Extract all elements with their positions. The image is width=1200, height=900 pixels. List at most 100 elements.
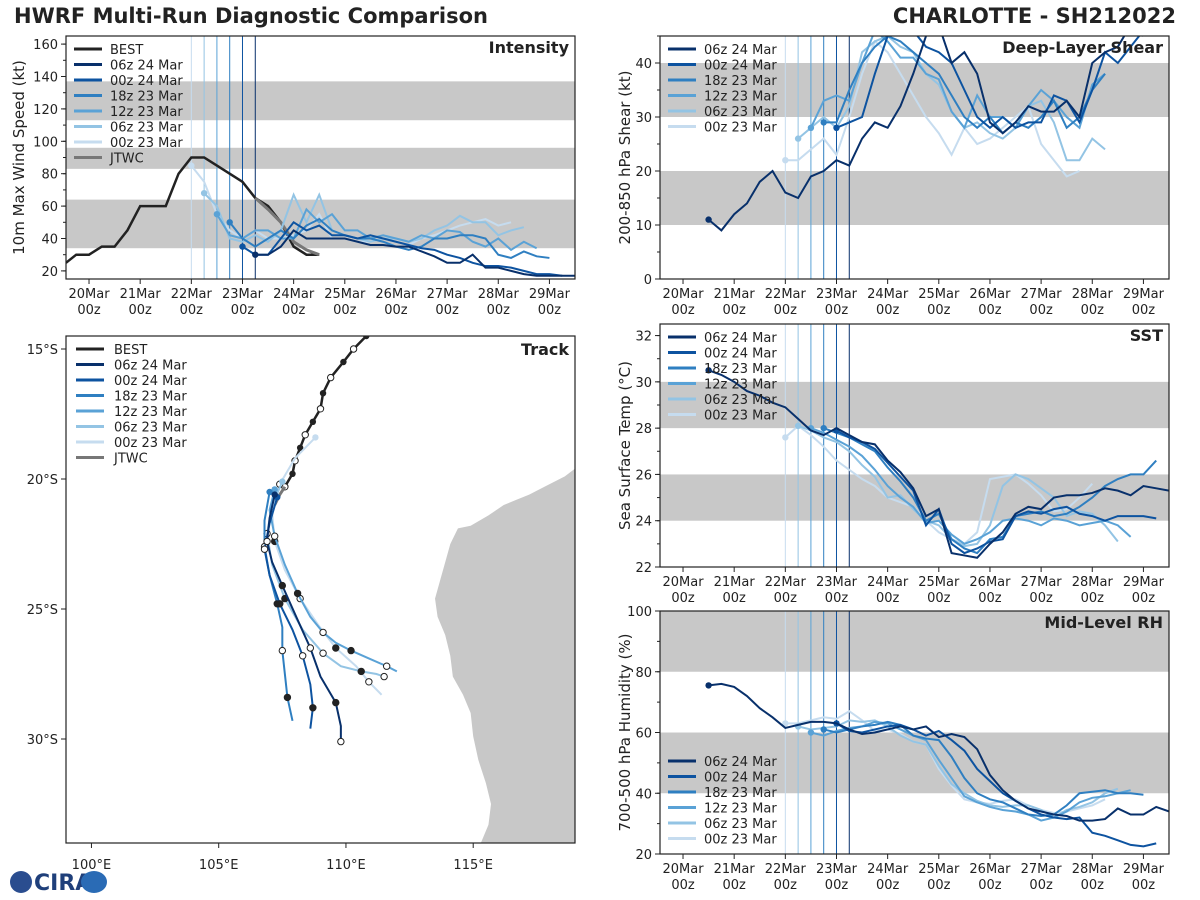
sst-legend-run-label: 12z 23 Mar [704,378,777,393]
track-xtick-label: 105°E [199,858,239,873]
track-ytick-label: 25°S [27,603,58,618]
sst-xtick-label-hour: 00z [1081,591,1105,606]
rh-xtick-label-date: 26Mar [969,862,1011,877]
sst-xtick-label-hour: 00z [876,591,900,606]
sst-run-init-point [705,367,712,374]
track-best-line [283,336,368,488]
track-legend-run-label: 06z 23 Mar [114,421,187,436]
intensity-run-line [228,217,550,260]
intensity-run-line [241,220,563,277]
intensity-xtick-label-date: 27Mar [427,287,469,302]
track-run-point [306,644,315,652]
sst-ytick-label: 24 [635,515,652,530]
sst-xtick-label-date: 29Mar [1123,575,1165,590]
rh-xtick-label-hour: 00z [927,878,951,893]
rh-xtick-label-hour: 00z [1029,878,1053,893]
sst-ytick-label: 28 [635,422,652,437]
sst-run-init-point [820,424,827,432]
shear-xtick-label-hour: 00z [876,303,900,318]
shear-xtick-label-hour: 00z [927,303,951,318]
intensity-ytick-label: 60 [41,200,58,215]
shear-xtick-label-hour: 00z [825,303,849,318]
shear-run-line [707,36,1144,232]
shear-panel: 01020304020Mar00z21Mar00z22Mar00z23Mar00… [616,35,1170,318]
track-xtick-label: 100°E [72,858,112,873]
shear-xtick-label-date: 29Mar [1123,287,1165,302]
sst-xtick-label-date: 22Mar [765,575,807,590]
rh-legend-run-label: 00z 24 Mar [704,771,777,786]
track-run-init-point [279,478,286,485]
track-run-init-point [271,486,278,493]
track-legend-run-label: 18z 23 Mar [114,390,187,405]
sst-xtick-label-hour: 00z [722,591,746,606]
shear-xtick-label-date: 28Mar [1072,287,1114,302]
shear-legend-run-label: 18z 23 Mar [704,74,777,89]
intensity-legend-run-label: 12z 23 Mar [110,105,183,120]
rh-legend-run-label: 00z 23 Mar [704,833,777,848]
shear-run-line [785,39,1080,178]
sst-xtick-label-date: 28Mar [1072,575,1114,590]
track-run-line [263,496,314,729]
track-best-point [319,390,327,397]
intensity-legend-best-label: BEST [110,43,143,58]
rh-run-line [708,682,1169,822]
track-run-point [382,662,391,670]
track-run-line [266,481,385,678]
sst-xtick-label-hour: 00z [774,591,798,606]
shear-xtick-label-hour: 00z [1132,303,1156,318]
shear-xtick-label-date: 24Mar [867,287,909,302]
shear-xtick-label-hour: 00z [1029,303,1053,318]
track-best-point [326,373,335,382]
shear-frame [659,35,1170,280]
track-run-point [260,545,269,553]
track-run-point [270,532,279,540]
intensity-threshold-band [66,199,575,249]
track-best-point [289,470,296,477]
track-run-point [293,589,302,598]
track-run-point [380,672,388,681]
intensity-legend-run-label: 00z 23 Mar [110,136,183,151]
track-run-line [263,491,294,722]
track-run-init-point [312,434,319,441]
sst-xtick-label-hour: 00z [825,591,849,606]
sst-run-line [784,424,1094,546]
track-run-point [276,600,284,608]
sst-ytick-label: 32 [635,330,652,345]
intensity-xtick-label-hour: 00z [435,303,459,318]
intensity-run-init-point [239,243,246,250]
shear-xtick-label-date: 27Mar [1021,287,1063,302]
track-run-point [278,646,287,655]
rh-legend-run-label: 12z 23 Mar [704,802,777,817]
rh-xtick-label-date: 29Mar [1123,862,1165,877]
rh-threshold-band [660,611,1169,672]
track-run-point [365,678,373,686]
track-best-point [349,345,358,353]
track-ytick-label: 15°S [27,343,58,358]
sst-xtick-label-date: 24Mar [867,575,909,590]
rh-xtick-label-hour: 00z [876,878,900,893]
track-legend-run-label: 12z 23 Mar [114,405,187,420]
shear-run-init-point [833,124,840,131]
track-run-init-point [271,491,278,498]
track-run-point [357,667,365,676]
shear-xtick-label-date: 23Mar [816,287,858,302]
intensity-jtwc-line [254,196,320,257]
sst-xtick-label-hour: 00z [978,591,1002,606]
shear-ytick-label: 10 [635,219,652,234]
sst-run-line [708,369,1169,559]
intensity-ytick-label: 120 [33,103,58,118]
intensity-xtick-label-hour: 00z [77,303,101,318]
intensity-run-init-point [188,162,195,169]
shear-legend-run-label: 06z 24 Mar [704,43,777,58]
sst-ytick-label: 30 [635,376,652,391]
intensity-legend-run-label: 06z 24 Mar [110,59,183,74]
track-legend-jtwc-label: JTWC [113,452,148,467]
shear-ytick-label: 30 [635,111,652,126]
shear-legend-run-label: 12z 23 Mar [704,90,777,105]
intensity-ytick-label: 100 [33,135,58,150]
shear-panel-title: Deep-Layer Shear [1002,38,1163,57]
intensity-xtick-label-date: 21Mar [120,287,162,302]
intensity-legend-run-label: 00z 24 Mar [110,74,183,89]
track-best-point [363,336,370,340]
